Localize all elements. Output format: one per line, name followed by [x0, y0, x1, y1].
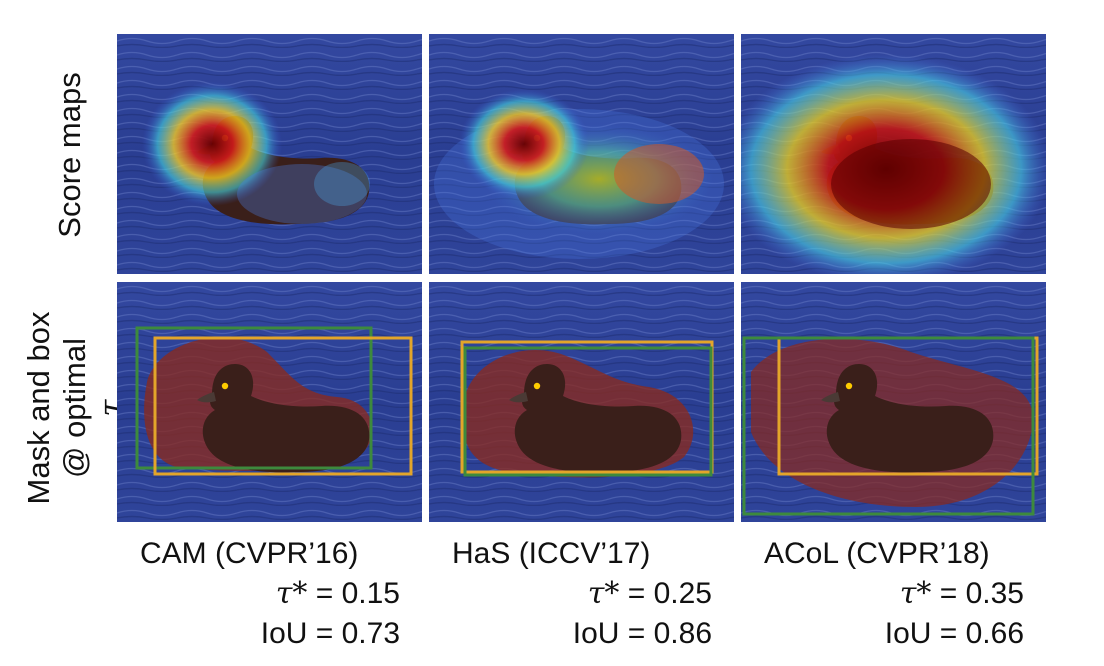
mask-box-has — [429, 282, 734, 522]
tau-line: τ* = 0.15 — [275, 576, 400, 611]
iou-line: IoU = 0.73 — [260, 617, 400, 650]
score-map-cam — [117, 34, 422, 274]
tau-line: τ* = 0.35 — [899, 576, 1024, 611]
method-name: HaS (ICCV’17) — [452, 537, 651, 570]
mask-box-acol — [741, 282, 1046, 522]
score-map-acol — [741, 34, 1046, 274]
row-label-mask-and-box: Mask and box @ optimal τ — [21, 278, 129, 538]
tau-line: τ* = 0.25 — [587, 576, 712, 611]
iou-line: IoU = 0.86 — [572, 617, 712, 650]
score-map-has — [429, 34, 734, 274]
caption-acol: ACoL (CVPR’18) τ* = 0.35 IoU = 0.66 — [764, 534, 1024, 654]
row-label-line: Score maps — [52, 72, 87, 238]
row-label-line: Mask and box — [21, 311, 56, 505]
method-name: ACoL (CVPR’18) — [764, 537, 990, 570]
caption-has: HaS (ICCV’17) τ* = 0.25 IoU = 0.86 — [452, 534, 712, 654]
tau-symbol: τ* — [899, 576, 932, 611]
row-label-score-maps: Score maps — [50, 35, 90, 275]
method-name: CAM (CVPR’16) — [140, 537, 359, 570]
iou-line: IoU = 0.66 — [884, 617, 1024, 650]
tau-symbol: τ* — [275, 576, 308, 611]
tau-symbol: τ* — [587, 576, 620, 611]
caption-cam: CAM (CVPR’16) τ* = 0.15 IoU = 0.73 — [140, 534, 400, 654]
mask-box-cam — [117, 282, 422, 522]
